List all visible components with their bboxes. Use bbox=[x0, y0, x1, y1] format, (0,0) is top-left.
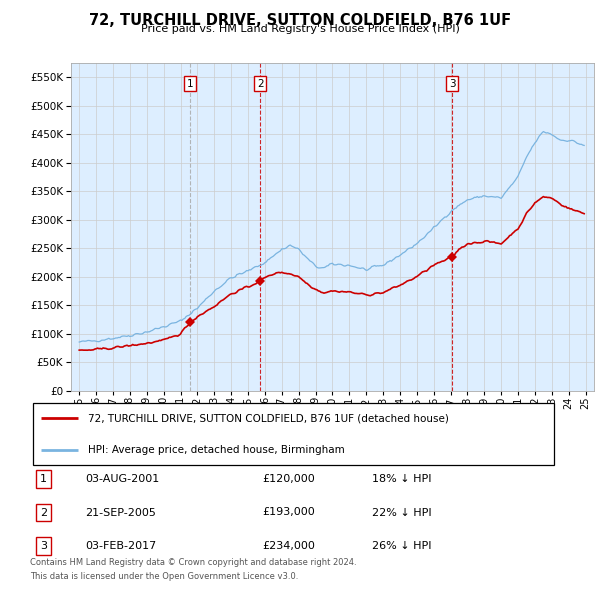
Text: 2: 2 bbox=[40, 507, 47, 517]
Text: 26% ↓ HPI: 26% ↓ HPI bbox=[372, 541, 432, 551]
Text: 22% ↓ HPI: 22% ↓ HPI bbox=[372, 507, 432, 517]
Text: 21-SEP-2005: 21-SEP-2005 bbox=[85, 507, 156, 517]
Text: This data is licensed under the Open Government Licence v3.0.: This data is licensed under the Open Gov… bbox=[30, 572, 298, 581]
Text: 03-AUG-2001: 03-AUG-2001 bbox=[85, 474, 160, 484]
FancyBboxPatch shape bbox=[32, 403, 554, 466]
Text: £234,000: £234,000 bbox=[262, 541, 315, 551]
Text: 18% ↓ HPI: 18% ↓ HPI bbox=[372, 474, 432, 484]
Text: 72, TURCHILL DRIVE, SUTTON COLDFIELD, B76 1UF: 72, TURCHILL DRIVE, SUTTON COLDFIELD, B7… bbox=[89, 13, 511, 28]
Text: 1: 1 bbox=[187, 78, 194, 88]
Text: 03-FEB-2017: 03-FEB-2017 bbox=[85, 541, 157, 551]
Text: 1: 1 bbox=[40, 474, 47, 484]
Text: 2: 2 bbox=[257, 78, 263, 88]
Text: Contains HM Land Registry data © Crown copyright and database right 2024.: Contains HM Land Registry data © Crown c… bbox=[30, 558, 356, 566]
Text: 72, TURCHILL DRIVE, SUTTON COLDFIELD, B76 1UF (detached house): 72, TURCHILL DRIVE, SUTTON COLDFIELD, B7… bbox=[88, 414, 449, 424]
Text: Price paid vs. HM Land Registry's House Price Index (HPI): Price paid vs. HM Land Registry's House … bbox=[140, 24, 460, 34]
Text: 3: 3 bbox=[449, 78, 455, 88]
Text: HPI: Average price, detached house, Birmingham: HPI: Average price, detached house, Birm… bbox=[88, 445, 345, 455]
Text: £193,000: £193,000 bbox=[262, 507, 314, 517]
Text: £120,000: £120,000 bbox=[262, 474, 314, 484]
Text: 3: 3 bbox=[40, 541, 47, 551]
